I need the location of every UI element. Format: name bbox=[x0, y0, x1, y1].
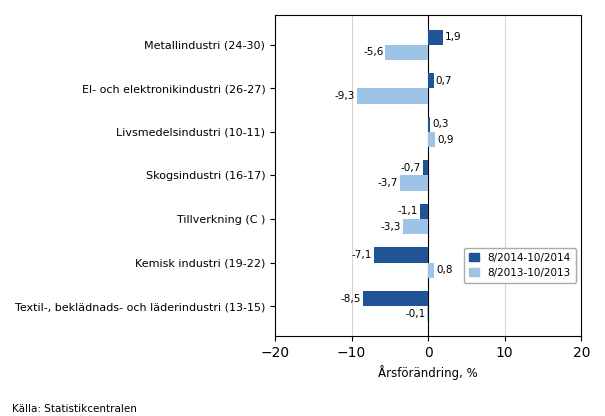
Bar bbox=[357, 88, 428, 104]
Text: -0,7: -0,7 bbox=[401, 163, 421, 173]
Text: -7,1: -7,1 bbox=[352, 250, 372, 260]
Text: 0,9: 0,9 bbox=[437, 134, 454, 144]
Text: -1,1: -1,1 bbox=[397, 206, 418, 216]
Text: 1,9: 1,9 bbox=[445, 32, 461, 42]
Bar bbox=[420, 204, 428, 219]
Text: -8,5: -8,5 bbox=[341, 294, 361, 304]
X-axis label: Årsförändring, %: Årsförändring, % bbox=[378, 365, 478, 380]
Bar bbox=[363, 291, 428, 306]
Bar bbox=[428, 30, 443, 45]
Bar bbox=[427, 306, 428, 322]
Text: -3,7: -3,7 bbox=[378, 178, 398, 188]
Bar bbox=[400, 176, 428, 191]
Bar bbox=[374, 248, 428, 262]
Legend: 8/2014-10/2014, 8/2013-10/2013: 8/2014-10/2014, 8/2013-10/2013 bbox=[463, 248, 576, 283]
Text: 0,7: 0,7 bbox=[436, 76, 452, 86]
Text: 0,8: 0,8 bbox=[436, 265, 453, 275]
Bar bbox=[428, 116, 431, 132]
Text: -5,6: -5,6 bbox=[363, 47, 384, 57]
Text: -3,3: -3,3 bbox=[381, 222, 401, 232]
Bar bbox=[428, 132, 435, 147]
Text: -9,3: -9,3 bbox=[335, 91, 355, 101]
Text: 0,3: 0,3 bbox=[433, 119, 449, 129]
Bar bbox=[385, 45, 428, 60]
Bar bbox=[428, 73, 434, 88]
Text: -0,1: -0,1 bbox=[405, 309, 425, 319]
Bar bbox=[428, 262, 434, 278]
Bar bbox=[403, 219, 428, 234]
Bar bbox=[423, 160, 428, 176]
Text: Källa: Statistikcentralen: Källa: Statistikcentralen bbox=[12, 404, 137, 414]
